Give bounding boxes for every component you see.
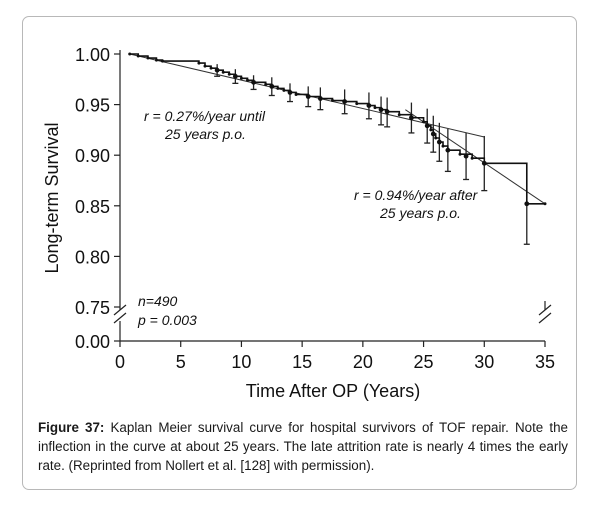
censor-mark <box>422 120 426 124</box>
censor-mark <box>431 132 435 136</box>
censor-mark <box>441 144 445 148</box>
censor-mark <box>470 156 474 160</box>
censor-mark <box>379 108 383 112</box>
data-point <box>463 153 469 159</box>
censor-mark <box>154 58 158 62</box>
censor-mark <box>458 152 462 156</box>
caption-text: Kaplan Meier survival curve for hospital… <box>38 420 568 473</box>
annotation-p: p = 0.003 <box>137 312 197 328</box>
x-tick-label: 0 <box>115 352 125 372</box>
censor-mark <box>429 128 433 132</box>
censor-mark <box>215 68 219 72</box>
annotation-n: n=490 <box>138 293 178 309</box>
censor-mark <box>282 88 286 92</box>
censor-mark <box>294 92 298 96</box>
censor-mark <box>425 124 429 128</box>
tick-labels: 1.00 0.95 0.90 0.85 0.80 0.75 0.000 5 10 15 20 25 30… <box>75 45 555 372</box>
censor-mark <box>306 95 310 99</box>
censor-mark <box>221 70 225 74</box>
chart-axes <box>113 50 552 347</box>
y-tick-label: 0.75 <box>75 298 110 318</box>
censor-mark <box>136 54 140 58</box>
censor-mark <box>367 104 371 108</box>
caption-label: Figure 37: <box>38 420 105 435</box>
censor-mark <box>409 116 413 120</box>
censor-mark <box>270 84 274 88</box>
censor-mark <box>385 110 389 114</box>
x-tick-label: 35 <box>535 352 555 372</box>
x-axis-label: Time After OP (Years) <box>246 381 420 401</box>
y-tick-label: 0.80 <box>75 247 110 267</box>
censor-mark <box>227 72 231 76</box>
y-tick-label: 0.95 <box>75 96 110 116</box>
y-axis-break-mark <box>113 304 127 316</box>
x-tick-label: 25 <box>414 352 434 372</box>
censor-mark <box>197 61 201 65</box>
x-tick-label: 10 <box>231 352 251 372</box>
censor-mark <box>397 113 401 117</box>
annotation-early-rate-2: 25 years p.o. <box>164 126 246 142</box>
x-tick-label: 15 <box>292 352 312 372</box>
x-tick-label: 5 <box>176 352 186 372</box>
censor-mark <box>373 106 377 110</box>
censor-mark <box>482 161 486 165</box>
censor-mark <box>437 140 441 144</box>
censor-mark <box>276 86 280 90</box>
censor-mark <box>252 80 256 84</box>
right-break-mark <box>538 312 552 324</box>
censor-mark <box>355 102 359 106</box>
censor-mark <box>434 136 438 140</box>
annotation-early-rate: r = 0.27%/year until <box>144 108 266 124</box>
annotation-late-rate-2: 25 years p.o. <box>379 205 461 221</box>
censor-mark <box>233 74 237 78</box>
censor-mark <box>239 76 243 80</box>
censor-mark <box>525 202 529 206</box>
censor-mark <box>161 59 164 63</box>
error-bars <box>214 64 530 245</box>
annotation-late-rate: r = 0.94%/year after <box>354 187 479 203</box>
censor-mark <box>543 202 547 206</box>
censor-mark <box>146 56 150 60</box>
censor-mark <box>128 52 132 56</box>
censor-mark <box>264 82 268 86</box>
survival-curve <box>128 52 547 206</box>
y-axis-label: Long-term Survival <box>42 122 62 273</box>
y-tick-label: 1.00 <box>75 45 110 65</box>
x-tick-label: 30 <box>474 352 494 372</box>
y-tick-label: 0.00 <box>75 332 110 352</box>
censor-mark <box>318 97 322 101</box>
censor-mark <box>331 99 334 103</box>
censor-mark <box>246 78 249 82</box>
censor-mark <box>446 148 450 152</box>
censor-mark <box>288 90 292 94</box>
y-axis-break-mark <box>113 312 127 324</box>
censor-mark <box>343 100 347 104</box>
figure-caption: Figure 37: Kaplan Meier survival curve f… <box>38 418 568 475</box>
survival-chart: 1.00 0.95 0.90 0.85 0.80 0.75 0.000 5 10 15 20 25 30… <box>42 45 555 401</box>
y-tick-label: 0.90 <box>75 146 110 166</box>
censor-mark <box>203 64 207 68</box>
y-tick-label: 0.85 <box>75 197 110 217</box>
censor-mark <box>209 66 213 70</box>
right-break-mark <box>538 304 552 316</box>
x-tick-label: 20 <box>353 352 373 372</box>
